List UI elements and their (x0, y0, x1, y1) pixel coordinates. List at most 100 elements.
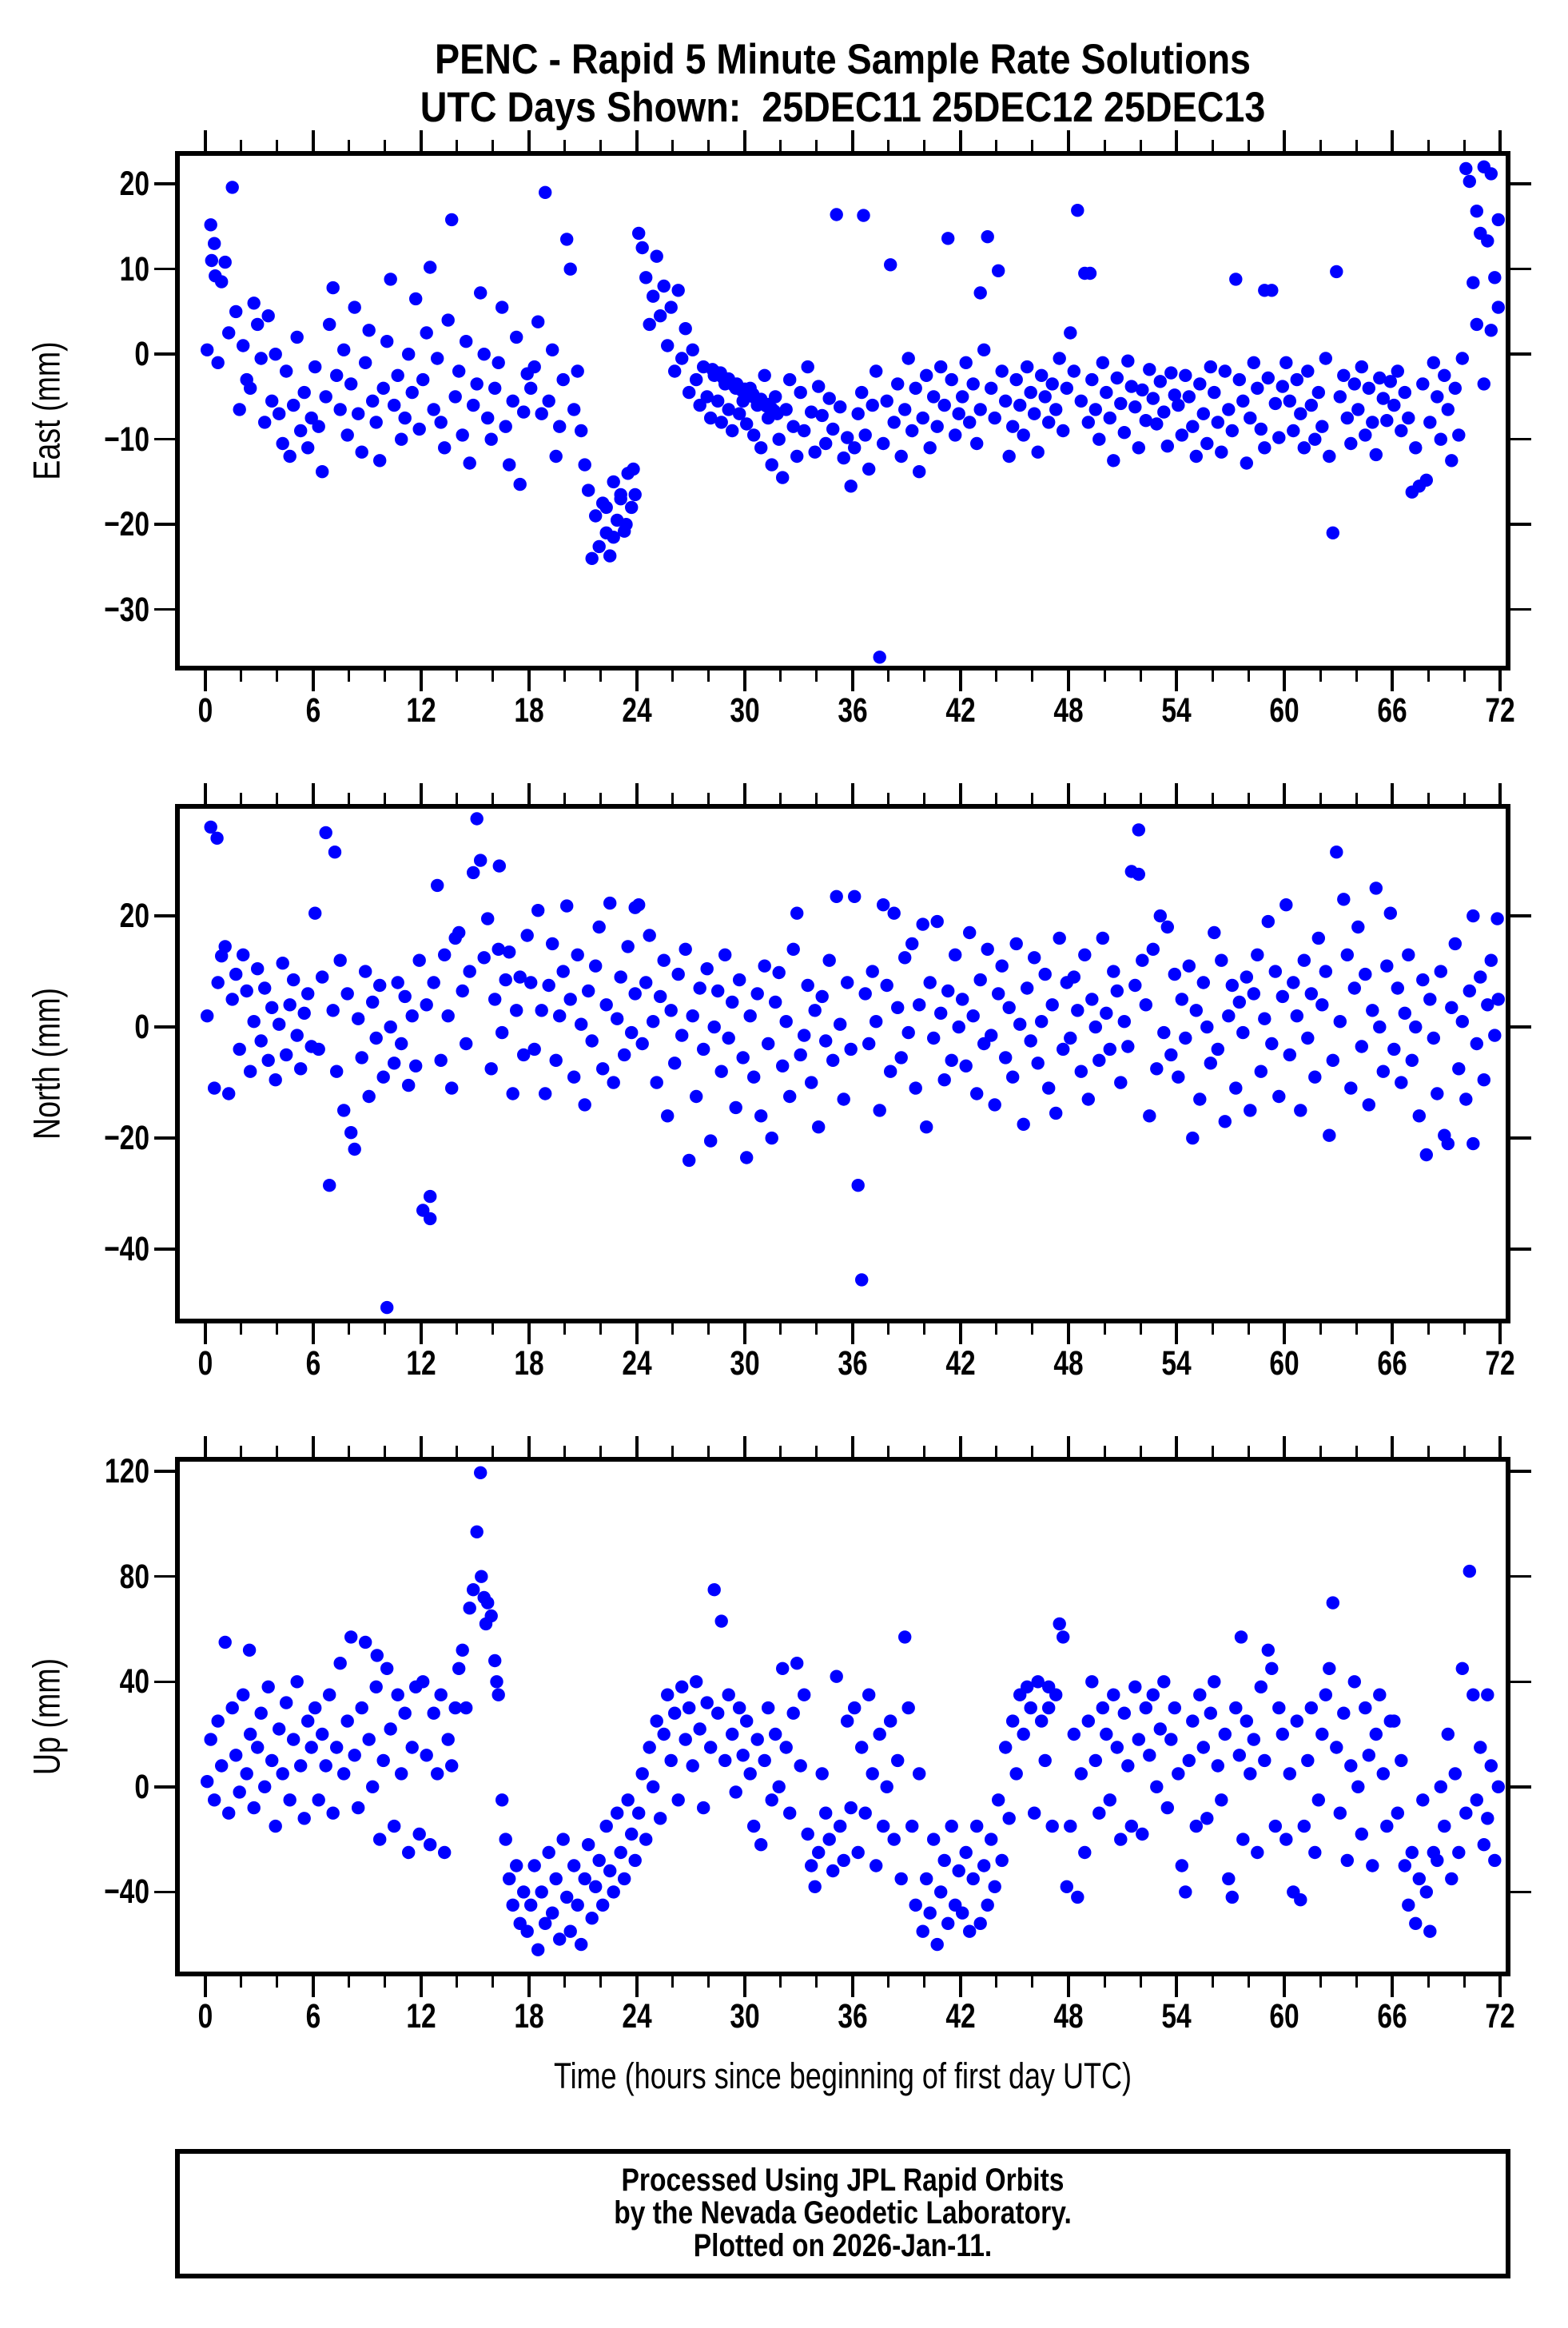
data-point (495, 1793, 509, 1807)
data-point (273, 407, 286, 420)
data-point (1193, 1092, 1207, 1106)
data-point (657, 953, 671, 967)
data-point (1297, 953, 1311, 967)
data-point (1380, 414, 1394, 428)
data-point (1254, 1680, 1268, 1693)
x-minor-tick (779, 1446, 782, 1457)
data-point (1150, 1780, 1164, 1793)
x-major-tick (527, 1436, 531, 1457)
data-point (1164, 1048, 1178, 1062)
data-point (1441, 403, 1455, 416)
data-point (733, 407, 746, 420)
data-point (524, 1898, 538, 1912)
data-point (639, 976, 653, 989)
data-point (945, 1053, 958, 1067)
data-point (287, 1733, 300, 1746)
data-point (909, 1081, 922, 1095)
data-point (352, 407, 365, 420)
x-tick-label: 12 (406, 1997, 436, 2036)
data-point (718, 1753, 732, 1768)
data-point (671, 284, 685, 297)
footer-box: Processed Using JPL Rapid Orbits by the … (175, 2149, 1510, 2278)
data-point (1416, 973, 1430, 987)
data-point (1031, 445, 1045, 459)
data-point (937, 1073, 951, 1087)
data-point (1297, 1819, 1311, 1833)
data-point (1467, 276, 1480, 289)
y-major-tick (154, 267, 175, 271)
data-point (1244, 1104, 1257, 1117)
data-point (1196, 976, 1211, 989)
data-point (1088, 1020, 1103, 1034)
data-point (304, 1741, 318, 1754)
data-point (1160, 920, 1175, 934)
x-minor-tick (1427, 793, 1430, 804)
x-minor-tick (1247, 1446, 1250, 1457)
data-point (786, 942, 800, 956)
data-point (1175, 993, 1189, 1006)
x-major-tick (1175, 671, 1178, 691)
x-minor-tick (599, 793, 603, 804)
data-point (866, 398, 879, 412)
x-minor-tick (1427, 1976, 1430, 1988)
data-point (484, 1062, 498, 1076)
data-point (225, 181, 239, 194)
data-point (273, 1017, 286, 1031)
data-point (1344, 1081, 1358, 1095)
data-point (934, 1006, 948, 1020)
data-point (1028, 951, 1041, 965)
x-tick-label: 24 (622, 1997, 652, 2036)
x-minor-tick (276, 1976, 279, 1988)
data-point (945, 1819, 958, 1833)
data-point (1110, 371, 1124, 385)
data-point (477, 348, 491, 361)
data-point (1275, 1727, 1290, 1741)
data-point (1229, 273, 1243, 286)
data-point (923, 441, 937, 455)
data-point (409, 1059, 423, 1072)
data-point (769, 995, 782, 1009)
data-point (1373, 1688, 1387, 1701)
x-tick-label: 66 (1377, 1344, 1407, 1383)
data-point (276, 957, 289, 970)
x-tick-label: 24 (622, 691, 652, 730)
data-point (1423, 416, 1437, 429)
panel-east: 0 6 12 18 24 30 36 42 48 54 60 66 72 20 10 0 −10 −20 −30 (104, 130, 1531, 728)
data-point (726, 1727, 739, 1741)
data-point (855, 1273, 869, 1287)
data-point (1301, 1753, 1315, 1768)
x-minor-tick (815, 1323, 818, 1335)
x-minor-tick (491, 1446, 495, 1457)
data-point (740, 1151, 754, 1164)
data-point (352, 1012, 365, 1025)
data-point (481, 1596, 495, 1610)
x-minor-tick (887, 140, 890, 151)
data-point (1153, 1722, 1168, 1736)
data-point (776, 1059, 790, 1072)
data-point (750, 987, 764, 1001)
x-major-tick (635, 671, 639, 691)
data-point (697, 1042, 710, 1057)
data-point (683, 1701, 696, 1715)
x-minor-tick (1211, 1976, 1214, 1988)
data-point (770, 407, 784, 420)
data-point (412, 422, 426, 436)
data-point (269, 348, 282, 361)
data-point (491, 1688, 505, 1701)
y-axis-label-east: East (mm) (25, 341, 68, 480)
x-major-tick (204, 783, 207, 804)
data-point (1021, 981, 1034, 995)
data-point (244, 1727, 257, 1741)
data-point (1146, 942, 1160, 956)
data-point (812, 380, 826, 393)
x-minor-tick (563, 140, 567, 151)
data-point (668, 364, 682, 378)
data-point (1290, 1009, 1304, 1023)
data-point (963, 1924, 977, 1938)
data-point (1455, 352, 1470, 365)
data-point (1189, 1819, 1204, 1833)
data-point (837, 1092, 850, 1106)
data-point (323, 317, 336, 332)
data-point (204, 218, 217, 232)
data-point (599, 1819, 613, 1833)
